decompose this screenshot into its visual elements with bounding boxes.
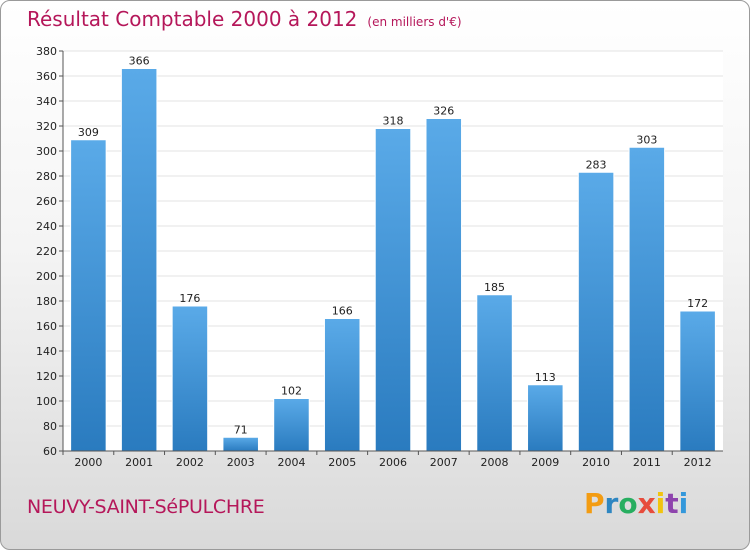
- y-tick-label: 360: [36, 70, 57, 83]
- data-label-2003: 71: [234, 423, 248, 436]
- data-label-2006: 318: [383, 115, 404, 128]
- chart-title: Résultat Comptable 2000 à 2012 (en millie…: [27, 7, 462, 31]
- x-tick-label-2009: 2009: [531, 456, 559, 469]
- data-label-2002: 176: [179, 292, 200, 305]
- y-tick-label: 180: [36, 295, 57, 308]
- y-tick-label: 340: [36, 95, 57, 108]
- bar-2011: [628, 146, 666, 452]
- logo-letter: i: [678, 487, 689, 520]
- bar-2009: [527, 384, 564, 452]
- y-axis: 60 80 100 120 140 160 180 200 220 240 260 280 300 320…: [36, 45, 64, 458]
- y-tick-label: 200: [36, 270, 57, 283]
- x-tick-label-2003: 2003: [227, 456, 255, 469]
- y-tick-label: 280: [36, 170, 57, 183]
- y-tick-label: 140: [36, 345, 57, 358]
- x-tick-label-2004: 2004: [277, 456, 305, 469]
- bar-2005: [323, 318, 361, 452]
- logo-letter: t: [665, 487, 679, 520]
- data-label-2008: 185: [484, 281, 505, 294]
- data-label-2007: 326: [433, 105, 454, 118]
- x-tick-label-2012: 2012: [684, 456, 712, 469]
- data-label-2001: 366: [129, 55, 150, 68]
- y-tick-label: 100: [36, 395, 57, 408]
- chart-subtitle: (en milliers d'€): [367, 15, 462, 29]
- data-label-2012: 172: [687, 297, 708, 310]
- bars: 309 366 176 71 102 166 318 326 185 113 283 303 172: [70, 55, 716, 452]
- y-tick-label: 120: [36, 370, 57, 383]
- bar-2007: [425, 118, 463, 452]
- x-tick-label-2005: 2005: [328, 456, 356, 469]
- bar-2006: [374, 128, 412, 452]
- x-tick-label-2006: 2006: [379, 456, 407, 469]
- bar-2008: [476, 294, 513, 452]
- y-tick-label: 380: [36, 45, 57, 58]
- logo-letter: r: [604, 487, 619, 520]
- y-tick-label: 60: [43, 445, 57, 458]
- bar-2002: [171, 305, 209, 452]
- x-tick-label-2010: 2010: [582, 456, 610, 469]
- bar-2004: [273, 398, 310, 452]
- data-label-2011: 303: [636, 133, 657, 146]
- data-label-2009: 113: [535, 371, 556, 384]
- x-axis: 2000 2001 2002 2003 2004 2005 2006 2007 2008 2009…: [62, 450, 723, 469]
- x-tick-label-2001: 2001: [125, 456, 153, 469]
- bar-2003: [222, 436, 259, 452]
- bar-2012: [679, 310, 716, 452]
- x-tick-label-2000: 2000: [74, 456, 102, 469]
- y-tick-label: 240: [36, 220, 57, 233]
- y-tick-label: 160: [36, 320, 57, 333]
- data-label-2005: 166: [332, 305, 353, 318]
- proxiti-logo: Proxiti: [584, 487, 688, 520]
- y-tick-label: 80: [43, 420, 57, 433]
- logo-letter: P: [584, 487, 605, 520]
- y-tick-label: 320: [36, 120, 57, 133]
- commune-name: NEUVY-SAINT-SéPULCHRE: [27, 496, 265, 518]
- y-tick-label: 300: [36, 145, 57, 158]
- bar-2010: [577, 171, 615, 452]
- data-label-2004: 102: [281, 385, 302, 398]
- x-tick-label-2002: 2002: [176, 456, 204, 469]
- data-label-2010: 283: [586, 158, 607, 171]
- x-tick-label-2007: 2007: [430, 456, 458, 469]
- bar-2000: [70, 139, 107, 452]
- y-tick-label: 220: [36, 245, 57, 258]
- y-tick-label: 260: [36, 195, 57, 208]
- logo-letter: o: [618, 487, 638, 520]
- logo-letter: i: [655, 487, 666, 520]
- data-label-2000: 309: [78, 126, 99, 139]
- bar-2001: [120, 68, 158, 452]
- x-tick-label-2011: 2011: [633, 456, 661, 469]
- x-tick-label-2008: 2008: [481, 456, 509, 469]
- logo-letter: x: [637, 487, 656, 520]
